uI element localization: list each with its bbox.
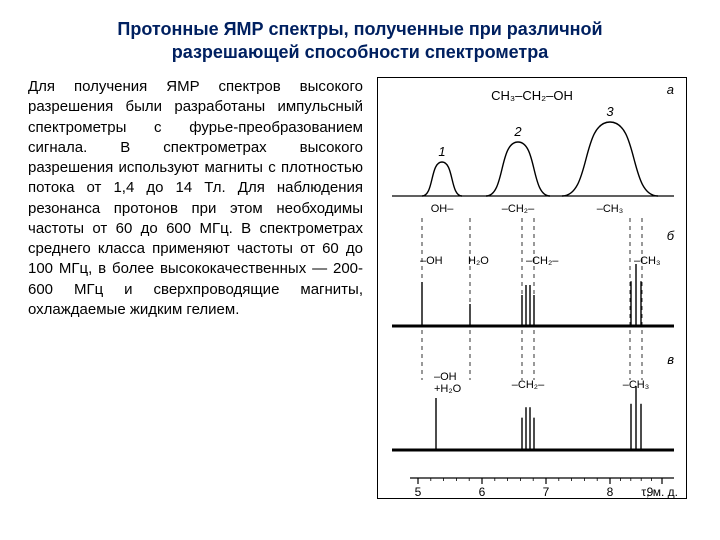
- svg-text:+H₂O: +H₂O: [434, 383, 462, 395]
- svg-text:CH₃–CH₂–OH: CH₃–CH₂–OH: [491, 88, 573, 103]
- svg-text:–CH₃: –CH₃: [597, 203, 624, 215]
- svg-text:в: в: [667, 352, 674, 367]
- slide-title: Протонные ЯМР спектры, полученные при ра…: [28, 18, 692, 63]
- svg-text:–CH₃: –CH₃: [623, 379, 650, 391]
- svg-text:OH–: OH–: [431, 203, 455, 215]
- svg-text:8: 8: [607, 485, 614, 498]
- svg-text:а: а: [667, 82, 674, 97]
- svg-text:–OH: –OH: [434, 371, 457, 383]
- svg-text:7: 7: [543, 485, 550, 498]
- svg-text:3: 3: [606, 104, 614, 119]
- title-line-1: Протонные ЯМР спектры, полученные при ра…: [117, 19, 602, 39]
- nmr-figure: а CH₃–CH₂–OH 1 OH– 2 –CH₂– 3 –CH₃ б –OH H₂O –CH₂– –C…: [377, 77, 687, 499]
- title-line-2: разрешающей способности спектрометра: [172, 42, 549, 62]
- svg-text:–CH₂–: –CH₂–: [526, 255, 559, 267]
- svg-text:2: 2: [513, 124, 522, 139]
- svg-text:1: 1: [438, 144, 445, 159]
- body-paragraph: Для получения ЯМР спектров высокого разр…: [28, 77, 363, 499]
- svg-text:6: 6: [479, 485, 486, 498]
- svg-text:б: б: [667, 228, 675, 243]
- nmr-svg: а CH₃–CH₂–OH 1 OH– 2 –CH₂– 3 –CH₃ б –OH H₂O –CH₂– –C…: [378, 78, 686, 498]
- svg-text:–CH₂–: –CH₂–: [502, 203, 535, 215]
- svg-text:H₂O: H₂O: [468, 255, 489, 267]
- svg-text:5: 5: [415, 485, 422, 498]
- content-row: Для получения ЯМР спектров высокого разр…: [28, 77, 692, 499]
- svg-text:–CH₂–: –CH₂–: [512, 379, 545, 391]
- svg-text:–OH: –OH: [420, 255, 443, 267]
- svg-text:τ, м. д.: τ, м. д.: [641, 485, 678, 498]
- svg-text:–CH₃: –CH₃: [634, 255, 661, 267]
